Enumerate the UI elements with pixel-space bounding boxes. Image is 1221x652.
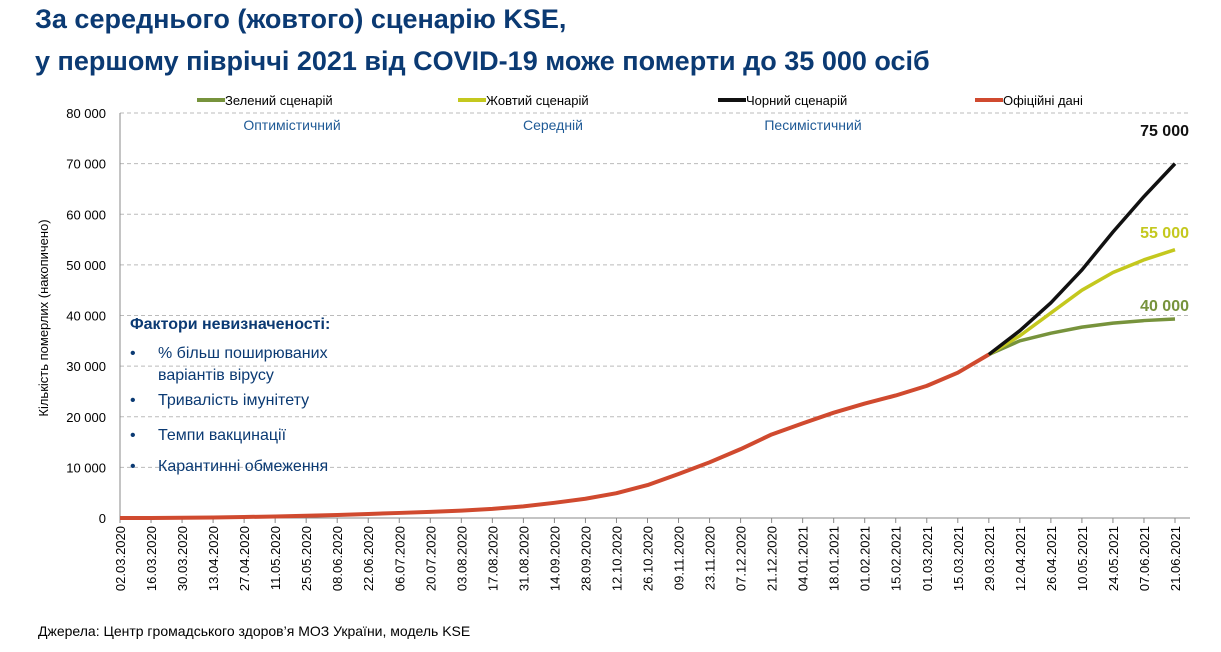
series-line <box>987 162 1177 356</box>
x-tick-label: 11.05.2020 <box>268 526 283 590</box>
x-tick-label: 31.08.2020 <box>516 526 531 591</box>
bullet: • <box>130 345 136 362</box>
x-tick-label: 04.01.2021 <box>796 526 811 591</box>
y-tick-label: 30 000 <box>66 359 106 374</box>
x-tick-label: 26.10.2020 <box>641 526 656 591</box>
x-tick-label: 15.02.2021 <box>889 526 904 591</box>
legend-label: Зелений сценарій <box>225 93 333 108</box>
bullet: • <box>130 458 136 475</box>
x-tick-label: 18.01.2021 <box>827 526 842 591</box>
source: Джерела: Центр громадського здоров’я МОЗ… <box>38 623 470 639</box>
bullet: • <box>130 427 136 444</box>
x-tick-label: 02.03.2020 <box>113 526 128 591</box>
x-tick-label: 14.09.2020 <box>547 526 562 591</box>
x-tick-label: 17.08.2020 <box>485 526 500 591</box>
x-tick-label: 30.03.2020 <box>175 526 190 591</box>
x-tick-label: 06.07.2020 <box>392 526 407 591</box>
y-tick-label: 20 000 <box>66 410 106 425</box>
x-tick-label: 22.06.2020 <box>361 526 376 591</box>
x-tick-label: 12.04.2021 <box>1013 526 1028 591</box>
series-line <box>988 317 1176 357</box>
bullet: • <box>130 392 136 409</box>
end-label: 75 000 <box>1140 123 1189 140</box>
x-tick-label: 01.02.2021 <box>858 526 873 591</box>
scenario-description: Оптимістичний <box>243 117 340 133</box>
x-tick-label: 27.04.2020 <box>237 526 252 591</box>
x-tick-label: 15.03.2021 <box>951 526 966 591</box>
x-tick-label: 21.12.2020 <box>765 526 780 591</box>
scenario-description: Песимістичний <box>764 117 861 133</box>
x-tick-label: 13.04.2020 <box>206 526 221 591</box>
y-tick-label: 0 <box>99 511 106 526</box>
x-tick-label: 01.03.2021 <box>920 526 935 591</box>
y-axis-label: Кількість померлих (накопичено) <box>36 219 51 416</box>
y-tick-label: 10 000 <box>66 460 106 475</box>
x-tick-label: 24.05.2021 <box>1106 526 1121 591</box>
legend-label: Жовтий сценарій <box>486 93 589 108</box>
scenario-description: Середній <box>523 117 583 133</box>
y-tick-label: 60 000 <box>66 207 106 222</box>
x-tick-label: 20.07.2020 <box>423 526 438 591</box>
x-tick-label: 16.03.2020 <box>144 526 159 591</box>
y-tick-label: 50 000 <box>66 258 106 273</box>
x-tick-label: 10.05.2021 <box>1075 526 1090 591</box>
x-tick-label: 28.09.2020 <box>578 526 593 591</box>
x-tick-label: 12.10.2020 <box>609 526 624 591</box>
x-tick-label: 25.05.2020 <box>299 526 314 591</box>
x-tick-label: 07.12.2020 <box>734 526 749 591</box>
legend-label: Чорний сценарій <box>746 93 847 108</box>
x-tick-label: 23.11.2020 <box>703 526 718 590</box>
title-line: у першому півріччі 2021 від COVID-19 мож… <box>35 46 930 76</box>
end-label: 40 000 <box>1140 298 1189 315</box>
factor-item: Карантинні обмеження <box>158 458 328 475</box>
end-label: 55 000 <box>1140 225 1189 242</box>
x-tick-label: 29.03.2021 <box>982 526 997 591</box>
x-tick-label: 03.08.2020 <box>454 526 469 591</box>
y-tick-label: 80 000 <box>66 106 106 121</box>
x-tick-label: 07.06.2021 <box>1137 526 1152 591</box>
factor-item: Темпи вакцинації <box>158 427 287 444</box>
title-line: За середнього (жовтого) сценарію KSE, <box>35 4 566 34</box>
series-line <box>987 248 1176 356</box>
factor-item: Тривалість імунітету <box>158 392 309 409</box>
legend-label: Офіційні дані <box>1003 93 1083 108</box>
x-tick-label: 08.06.2020 <box>330 526 345 591</box>
x-tick-label: 26.04.2021 <box>1044 526 1059 591</box>
y-tick-label: 40 000 <box>66 309 106 324</box>
series-line <box>120 352 990 520</box>
x-tick-label: 21.06.2021 <box>1168 526 1183 591</box>
x-tick-label: 09.11.2020 <box>672 526 687 590</box>
factor-item: % більш поширюваних варіантів вірусу <box>158 345 328 384</box>
y-tick-label: 70 000 <box>66 157 106 172</box>
factors-heading: Фактори невизначеності: <box>130 316 330 333</box>
